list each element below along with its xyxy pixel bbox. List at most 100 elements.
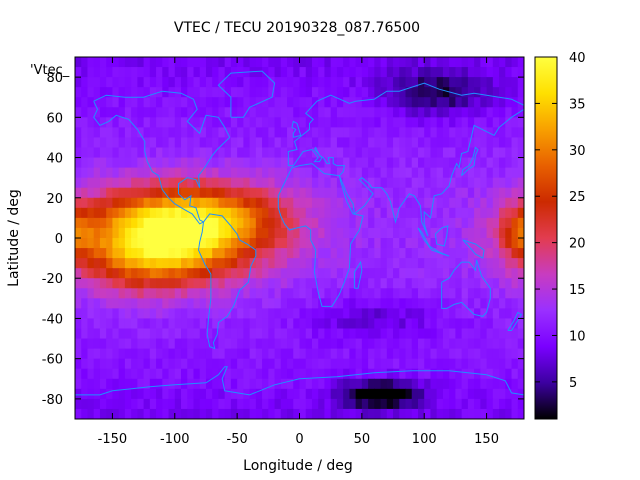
heatmap-cell: [324, 298, 332, 309]
heatmap-cell: [287, 207, 294, 219]
heatmap-cell: [205, 408, 213, 419]
heatmap-cell: [237, 298, 244, 309]
heatmap-cell: [467, 117, 475, 128]
heatmap-cell: [162, 268, 170, 279]
heatmap-cell: [255, 77, 263, 88]
heatmap-cell: [336, 328, 344, 340]
heatmap-cell: [131, 87, 138, 98]
heatmap-cell: [486, 67, 494, 78]
heatmap-cell: [193, 308, 201, 320]
heatmap-cell: [81, 147, 89, 159]
heatmap-cell: [393, 358, 400, 370]
heatmap-cell: [461, 298, 469, 309]
heatmap-cell: [237, 87, 244, 98]
heatmap-cell: [336, 157, 344, 169]
heatmap-cell: [349, 368, 357, 380]
heatmap-cell: [361, 197, 369, 209]
heatmap-cell: [168, 187, 176, 199]
heatmap-cell: [311, 177, 319, 189]
heatmap-cell: [87, 318, 95, 330]
heatmap-cell: [380, 187, 388, 199]
heatmap-cell: [467, 348, 475, 360]
heatmap-cell: [99, 157, 107, 169]
heatmap-cell: [299, 318, 307, 330]
heatmap-cell: [199, 258, 207, 269]
heatmap-cell: [75, 378, 82, 390]
heatmap-cell: [455, 308, 463, 320]
heatmap-cell: [106, 338, 114, 350]
heatmap-cell: [106, 67, 114, 78]
heatmap-cell: [87, 127, 95, 139]
heatmap-cell: [455, 97, 463, 108]
heatmap-cell: [336, 137, 344, 149]
heatmap-cell: [349, 288, 357, 299]
heatmap-cell: [430, 388, 438, 400]
heatmap-cell: [368, 77, 375, 88]
heatmap-cell: [224, 288, 232, 299]
heatmap-cell: [81, 67, 89, 78]
heatmap-cell: [143, 197, 151, 209]
heatmap-cell: [330, 378, 338, 390]
coastline-japan: [461, 146, 479, 177]
heatmap-cell: [442, 167, 450, 179]
heatmap-cell: [212, 77, 220, 88]
heatmap-cell: [305, 197, 313, 209]
heatmap-cell: [124, 157, 132, 169]
heatmap-cell: [474, 298, 481, 309]
heatmap-cell: [187, 227, 195, 239]
heatmap-cell: [399, 127, 407, 139]
heatmap-cell: [461, 97, 469, 108]
colorbar: [534, 56, 558, 420]
heatmap-cell: [455, 378, 463, 390]
heatmap-cell: [361, 238, 369, 249]
heatmap-cell: [199, 157, 207, 169]
heatmap-cell: [492, 97, 500, 108]
heatmap-cell: [287, 408, 294, 419]
heatmap-cell: [480, 207, 488, 219]
heatmap-cell: [368, 227, 375, 239]
heatmap-cell: [93, 87, 101, 98]
heatmap-cell: [224, 147, 232, 159]
heatmap-cell: [511, 328, 519, 340]
heatmap-cell: [361, 217, 369, 229]
heatmap-cell: [268, 97, 276, 108]
heatmap-cell: [336, 87, 344, 98]
heatmap-cell: [343, 117, 350, 128]
heatmap-cell: [480, 328, 488, 340]
heatmap-cell: [280, 207, 288, 219]
heatmap-cell: [81, 167, 89, 179]
heatmap-cell: [424, 318, 432, 330]
heatmap-cell: [318, 127, 326, 139]
heatmap-cell: [442, 408, 450, 419]
heatmap-cell: [243, 167, 251, 179]
heatmap-cell: [243, 248, 251, 259]
heatmap-cell: [249, 67, 257, 78]
heatmap-cell: [118, 318, 126, 330]
heatmap-cell: [168, 408, 176, 419]
heatmap-cell: [305, 378, 313, 390]
heatmap-cell: [411, 77, 419, 88]
heatmap-cell: [187, 358, 195, 370]
heatmap-cell: [181, 137, 188, 149]
heatmap-cell: [368, 278, 375, 289]
heatmap-cell: [355, 388, 363, 400]
heatmap-cell: [305, 298, 313, 309]
heatmap-cell: [399, 227, 407, 239]
heatmap-cell: [474, 67, 481, 78]
coastline-new-guinea: [462, 239, 485, 259]
heatmap-cell: [262, 107, 269, 118]
heatmap-cell: [474, 77, 481, 88]
heatmap-cell: [305, 288, 313, 299]
heatmap-cell: [193, 348, 201, 360]
heatmap-cell: [449, 217, 457, 229]
heatmap-cell: [174, 268, 182, 279]
heatmap-cell: [430, 238, 438, 249]
heatmap-cell: [343, 258, 350, 269]
heatmap-cell: [224, 167, 232, 179]
heatmap-cell: [168, 67, 176, 78]
heatmap-cell: [87, 258, 95, 269]
heatmap-cell: [311, 67, 319, 78]
heatmap-cell: [112, 157, 120, 169]
heatmap-cell: [99, 308, 107, 320]
x-tick-label: 50: [354, 432, 371, 447]
